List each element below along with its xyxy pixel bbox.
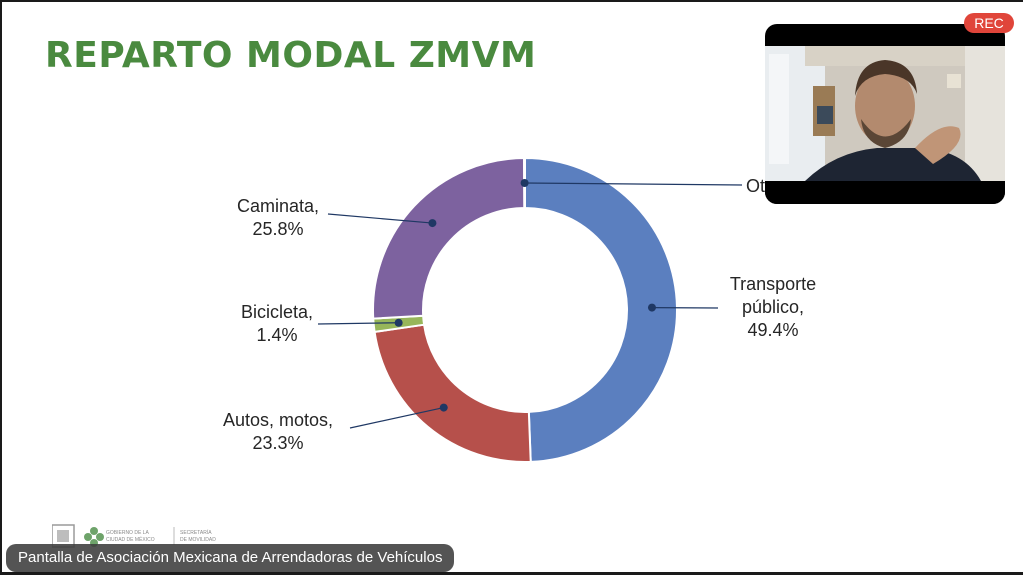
window-frame-bottom <box>0 572 1023 575</box>
leader-line-1 <box>349 407 444 429</box>
donut-slice-1 <box>373 323 532 463</box>
slide-title: REPARTO MODAL ZMVM <box>45 35 537 76</box>
gov-logo-text-2: CIUDAD DE MÉXICO <box>106 536 155 543</box>
window-frame-top <box>0 0 1023 2</box>
slice-label-4-line-0: Ot <box>746 176 765 196</box>
participant-video-tile[interactable] <box>765 24 1005 204</box>
leader-dot-4 <box>520 179 529 188</box>
screen-share-banner: Pantalla de Asociación Mexicana de Arren… <box>6 544 455 572</box>
slice-label-0-line-2: 49.4% <box>747 320 798 340</box>
slice-label-3-line-0: Caminata, <box>237 196 319 216</box>
recording-badge: REC <box>964 13 1014 33</box>
slice-label-2-line-1: 1.4% <box>256 325 297 345</box>
leader-line-2 <box>317 322 399 325</box>
sec-logo-text-1: SECRETARÍA <box>180 529 212 536</box>
donut-slice-3 <box>372 156 526 320</box>
slice-label-2-line-0: Bicicleta, <box>241 302 313 322</box>
leader-dot-3 <box>428 219 437 228</box>
slice-label-3-line-1: 25.8% <box>252 219 303 239</box>
leader-line-3 <box>327 213 433 224</box>
leader-dot-0 <box>647 303 656 312</box>
slice-label-1-line-0: Autos, motos, <box>223 410 333 430</box>
slice-label-0-line-1: público, <box>742 297 804 317</box>
leader-dot-1 <box>439 403 448 412</box>
gov-logo-text-1: GOBIERNO DE LA <box>106 530 149 536</box>
donut-slice-0 <box>524 156 678 463</box>
sec-logo-text-2: DE MOVILIDAD <box>180 537 216 543</box>
participant-video-feed <box>765 46 1005 204</box>
slice-label-1-line-1: 23.3% <box>252 433 303 453</box>
leader-line-4 <box>524 182 743 186</box>
window-frame-left <box>0 0 2 575</box>
leader-dot-2 <box>394 318 403 327</box>
slice-label-0-line-0: Transporte <box>730 274 816 294</box>
